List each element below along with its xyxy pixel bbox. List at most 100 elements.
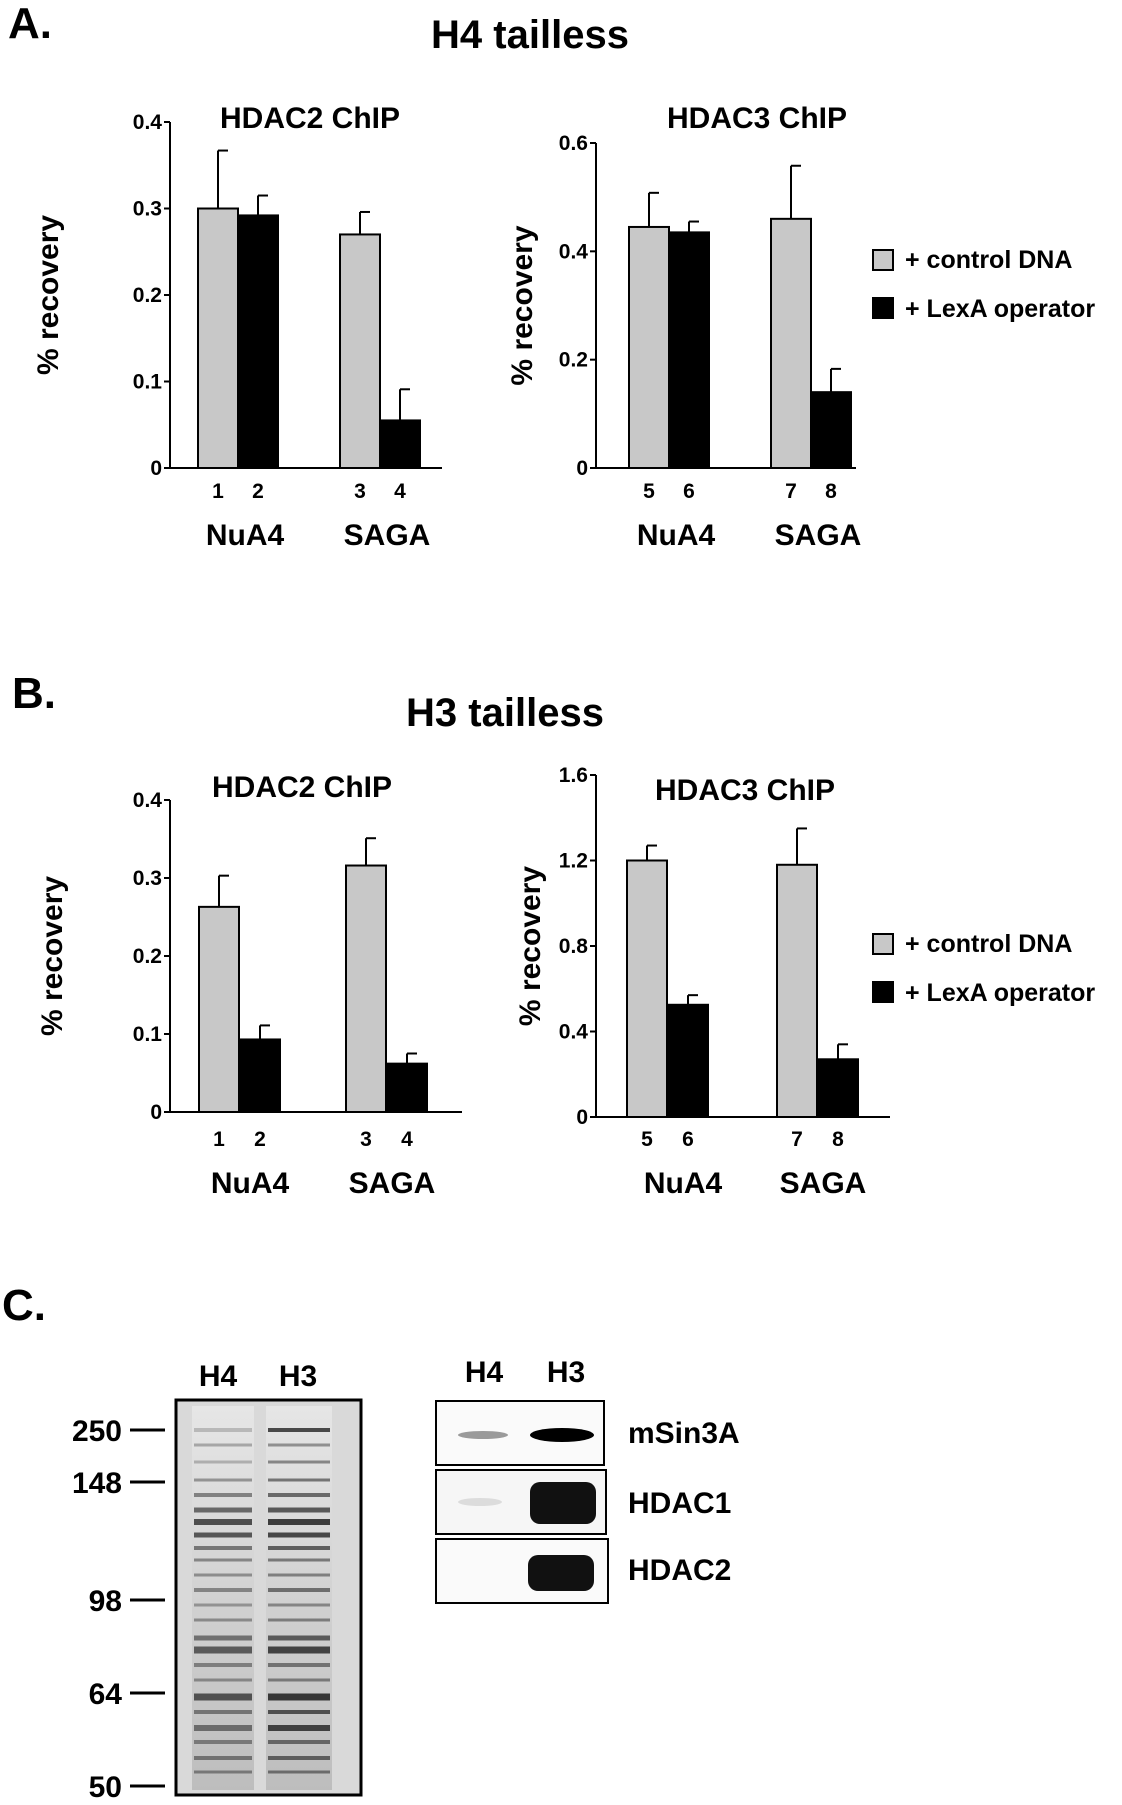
western-lane-label-h4: H4 (465, 1356, 504, 1389)
y-tick-label: 0.1 (133, 1023, 163, 1046)
chart-a-hdac2: HDAC2 ChIP % recovery 1 2 3 4 0 0.1 0.2 0.3 0.4 NuA… (32, 102, 442, 552)
band-hdac1-h4 (458, 1498, 502, 1506)
bar-control-nua4 (198, 905, 240, 1113)
gel-band (194, 1532, 252, 1538)
legend-b-lexa-label: + LexA operator (905, 979, 1095, 1007)
bar-number: 8 (825, 480, 837, 503)
bar-number: 6 (683, 480, 695, 503)
gel-band (268, 1573, 330, 1577)
gel-band (268, 1770, 330, 1774)
bar-number: 2 (252, 480, 264, 503)
legend-a: + control DNA + LexA operator (872, 246, 1095, 323)
gel-band (194, 1558, 252, 1562)
y-tick-label: 0.2 (559, 349, 588, 372)
y-axis-label: % recovery (506, 225, 539, 385)
y-tick-label: 0.3 (133, 867, 162, 890)
y-tick-label: 1.6 (559, 764, 588, 787)
group-label: NuA4 (211, 1167, 290, 1200)
gel-band (194, 1443, 252, 1447)
y-tick-label: 0.3 (133, 198, 162, 221)
gel-band (194, 1603, 252, 1607)
gel-band (268, 1693, 330, 1701)
gel-band (194, 1618, 252, 1622)
bar-lexa-nua4 (237, 214, 279, 469)
y-tick-label: 0.1 (133, 371, 163, 394)
group-label: SAGA (344, 519, 431, 552)
gel-band (268, 1740, 330, 1744)
y-tick-label: 0 (150, 1101, 162, 1124)
gel-band (268, 1588, 330, 1592)
gel-band (194, 1770, 252, 1774)
gel-band (268, 1635, 330, 1641)
bar-control-saga (339, 233, 381, 469)
gel-band (268, 1710, 330, 1714)
gel-lane-label-h4: H4 (199, 1360, 238, 1393)
gel-band (194, 1678, 252, 1682)
legend-b-control-swatch (872, 933, 894, 955)
chart-b-hdac3: HDAC3 ChIP % recovery 5 6 7 8 0 0.4 0.8 1.2 1.6 NuA… (514, 764, 890, 1200)
y-tick-label: 0.4 (133, 789, 163, 812)
y-tick-label: 0.8 (559, 935, 589, 958)
bar-lexa-saga (817, 1058, 859, 1118)
bar-number: 6 (682, 1128, 694, 1151)
legend-b-lexa-swatch (872, 981, 894, 1003)
gel-band (268, 1478, 330, 1482)
gel-band (268, 1428, 330, 1432)
group-label: NuA4 (206, 519, 285, 552)
group-label: SAGA (349, 1167, 436, 1200)
gel-band (268, 1725, 330, 1731)
gel-bands (194, 1428, 330, 1774)
gel-band (268, 1756, 330, 1760)
protein-label-hdac2: HDAC2 (628, 1554, 731, 1587)
bar-number: 4 (401, 1128, 413, 1151)
protein-label-msin3a: mSin3A (628, 1417, 740, 1450)
y-tick-label: 0.6 (559, 132, 588, 155)
marker-label-50: 50 (89, 1771, 122, 1800)
gel-band (194, 1635, 252, 1641)
gel-band (194, 1756, 252, 1760)
gel-band (268, 1603, 330, 1607)
bar-control-saga (776, 863, 818, 1119)
band-hdac2-h3 (528, 1555, 594, 1591)
gel-lane-h3 (266, 1406, 332, 1790)
marker-label-250: 250 (72, 1415, 122, 1448)
band-msin3a-h4 (458, 1431, 508, 1439)
gel-band (194, 1573, 252, 1577)
western-blot: H4 H3 mSin3A HDAC1 HDAC2 (435, 1356, 740, 1604)
gel-band (194, 1428, 252, 1432)
gel-band (194, 1588, 252, 1592)
gel-band (268, 1443, 330, 1447)
chart-title: HDAC3 ChIP (655, 774, 835, 807)
bar-number: 3 (360, 1128, 372, 1151)
y-tick-label: 0.4 (133, 111, 163, 134)
chart-title: HDAC2 ChIP (212, 771, 392, 804)
gel-band (194, 1493, 252, 1497)
group-label: SAGA (780, 1167, 867, 1200)
y-tick-label: 0.4 (559, 240, 589, 263)
legend-a-lexa-swatch (872, 297, 894, 319)
coomassie-gel: H4 H3 250 148 98 64 50 (72, 1360, 363, 1804)
y-tick-label: 0.4 (559, 1021, 589, 1044)
bar-control-nua4 (197, 207, 239, 469)
chart-title: HDAC3 ChIP (667, 102, 847, 135)
bar-number: 8 (832, 1128, 844, 1151)
bar-control-nua4 (626, 859, 668, 1118)
bar-lexa-nua4 (668, 231, 710, 469)
gel-band (268, 1532, 330, 1538)
gel-band (194, 1693, 252, 1701)
gel-band (194, 1710, 252, 1714)
bar-lexa-saga (379, 419, 421, 469)
panel-c-letter: C. (2, 1281, 46, 1330)
marker-label-98: 98 (89, 1585, 122, 1618)
gel-band (194, 1725, 252, 1731)
marker-label-148: 148 (72, 1467, 122, 1500)
gel-band (268, 1558, 330, 1562)
legend-b-control-label: + control DNA (905, 930, 1072, 958)
bar-number: 2 (254, 1128, 266, 1151)
bar-number: 4 (394, 480, 406, 503)
bar-number: 7 (785, 480, 797, 503)
bar-number: 5 (643, 480, 655, 503)
gel-band (268, 1507, 330, 1513)
bar-number: 7 (791, 1128, 803, 1151)
